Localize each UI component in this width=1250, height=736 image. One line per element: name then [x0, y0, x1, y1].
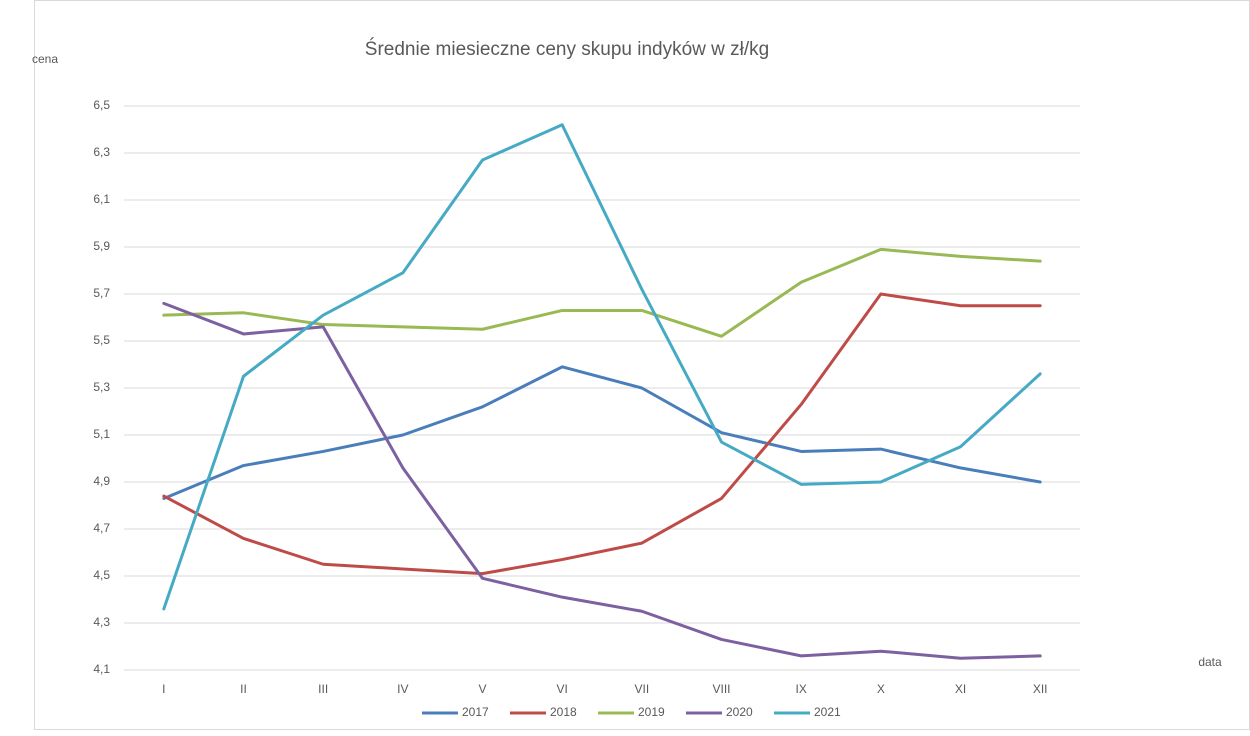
y-tick-label: 5,7: [93, 286, 110, 300]
y-axis-label: cena: [32, 52, 58, 66]
x-tick-label: VI: [556, 682, 567, 696]
x-tick-label: V: [478, 682, 486, 696]
x-tick-label: II: [240, 682, 247, 696]
series-line: [162, 247, 1042, 338]
y-tick-label: 4,7: [93, 521, 110, 535]
y-tick-label: 5,3: [93, 380, 110, 394]
y-tick-label: 4,3: [93, 615, 110, 629]
x-tick-label: VIII: [712, 682, 730, 696]
y-tick-label: 6,5: [93, 98, 110, 112]
x-tick-label: X: [877, 682, 885, 696]
legend-label: 2021: [814, 705, 841, 719]
chart-frame: [34, 0, 1250, 730]
y-tick-label: 6,1: [93, 192, 110, 206]
x-tick-label: XII: [1033, 682, 1048, 696]
chart-title: Średnie miesieczne ceny skupu indyków w …: [365, 38, 769, 60]
legend-label: 2018: [550, 705, 577, 719]
y-tick-label: 4,1: [93, 662, 110, 676]
x-axis-label: data: [1198, 655, 1222, 669]
x-tick-label: IX: [795, 682, 806, 696]
x-tick-label: III: [318, 682, 328, 696]
x-tick-label: XI: [955, 682, 966, 696]
x-tick-label: IV: [397, 682, 408, 696]
series-line: [162, 301, 1042, 660]
legend-label: 2017: [462, 705, 489, 719]
series-line: [162, 365, 1042, 500]
y-tick-label: 4,5: [93, 568, 110, 582]
legend-label: 2019: [638, 705, 665, 719]
y-tick-label: 5,5: [93, 333, 110, 347]
x-tick-label: VII: [634, 682, 649, 696]
legend-label: 2020: [726, 705, 753, 719]
y-tick-label: 6,3: [93, 145, 110, 159]
x-tick-label: I: [162, 682, 165, 696]
y-tick-label: 4,9: [93, 474, 110, 488]
y-tick-label: 5,1: [93, 427, 110, 441]
series-line: [162, 123, 1042, 611]
series-line: [162, 292, 1042, 576]
y-tick-label: 5,9: [93, 239, 110, 253]
